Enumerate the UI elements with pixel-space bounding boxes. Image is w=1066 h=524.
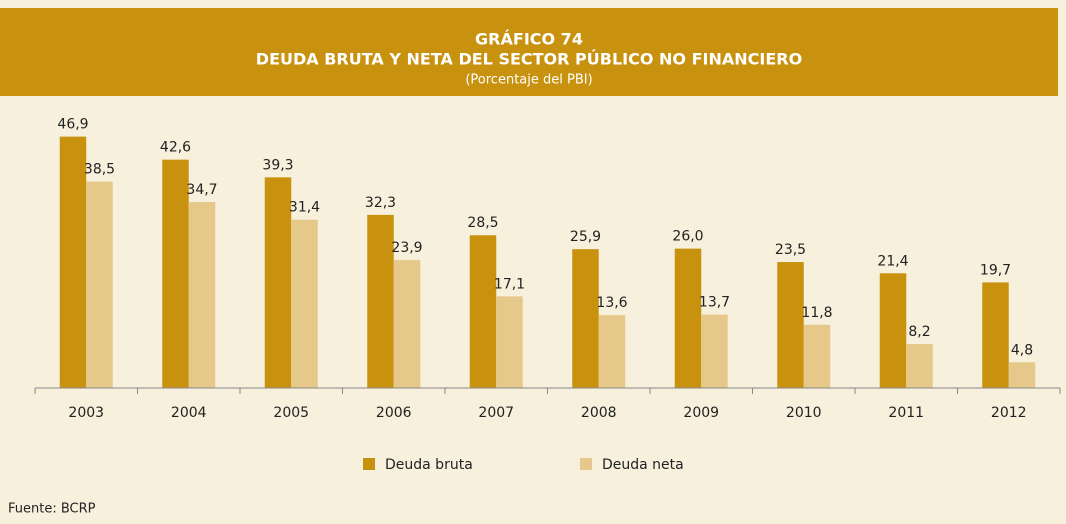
data-label: 13,6: [596, 295, 627, 311]
header-band: [0, 8, 1058, 96]
data-label: 25,9: [570, 229, 601, 245]
data-label: 32,3: [365, 195, 396, 211]
legend-label: Deuda bruta: [385, 457, 473, 473]
bar: [906, 344, 933, 388]
data-label: 13,7: [699, 295, 730, 311]
x-tick-label: 2004: [171, 405, 207, 421]
data-label: 38,5: [84, 162, 115, 178]
data-label: 46,9: [57, 117, 88, 133]
bar: [572, 249, 599, 388]
data-label: 31,4: [289, 200, 320, 216]
data-label: 11,8: [801, 305, 832, 321]
x-tick-label: 2003: [68, 405, 104, 421]
bar: [982, 282, 1009, 388]
data-label: 19,7: [980, 262, 1011, 278]
data-label: 23,9: [391, 240, 422, 256]
chart-note: (Porcentaje del PBI): [465, 73, 592, 88]
data-label: 23,5: [775, 242, 806, 258]
data-label: 28,5: [467, 215, 498, 231]
bar: [162, 159, 189, 388]
legend-swatch: [363, 458, 375, 470]
x-tick-label: 2007: [478, 405, 514, 421]
x-tick-label: 2005: [273, 405, 309, 421]
bar: [367, 214, 394, 388]
source: Fuente: BCRP: [8, 502, 96, 517]
x-tick-label: 2008: [581, 405, 617, 421]
x-tick-label: 2010: [786, 405, 822, 421]
bar: [777, 262, 804, 388]
x-tick-label: 2011: [888, 405, 924, 421]
bar: [264, 177, 292, 388]
bar: [1008, 362, 1036, 388]
x-tick-label: 2012: [991, 405, 1027, 421]
bar: [59, 136, 87, 388]
bar: [393, 259, 421, 388]
bar: [188, 202, 216, 388]
data-label: 26,0: [672, 229, 703, 245]
bar: [496, 296, 523, 388]
data-label: 21,4: [877, 253, 908, 269]
bar: [701, 314, 728, 388]
bar: [86, 181, 113, 388]
chart-subtitle: DEUDA BRUTA Y NETA DEL SECTOR PÚBLICO NO…: [256, 50, 802, 69]
bar: [803, 324, 831, 388]
data-label: 39,3: [262, 157, 293, 173]
chart-title: GRÁFICO 74: [475, 30, 583, 49]
x-tick-label: 2009: [683, 405, 719, 421]
x-tick-label: 2006: [376, 405, 412, 421]
bar: [879, 273, 907, 388]
legend-swatch: [580, 458, 592, 470]
data-label: 34,7: [186, 182, 217, 198]
data-label: 42,6: [160, 140, 191, 156]
bar: [469, 235, 497, 388]
data-label: 8,2: [908, 324, 930, 340]
bar: [291, 219, 318, 388]
data-label: 17,1: [494, 276, 525, 292]
data-label: 4,8: [1011, 342, 1033, 358]
legend-label: Deuda neta: [602, 457, 684, 473]
bar: [674, 248, 702, 388]
bar: [598, 315, 626, 388]
